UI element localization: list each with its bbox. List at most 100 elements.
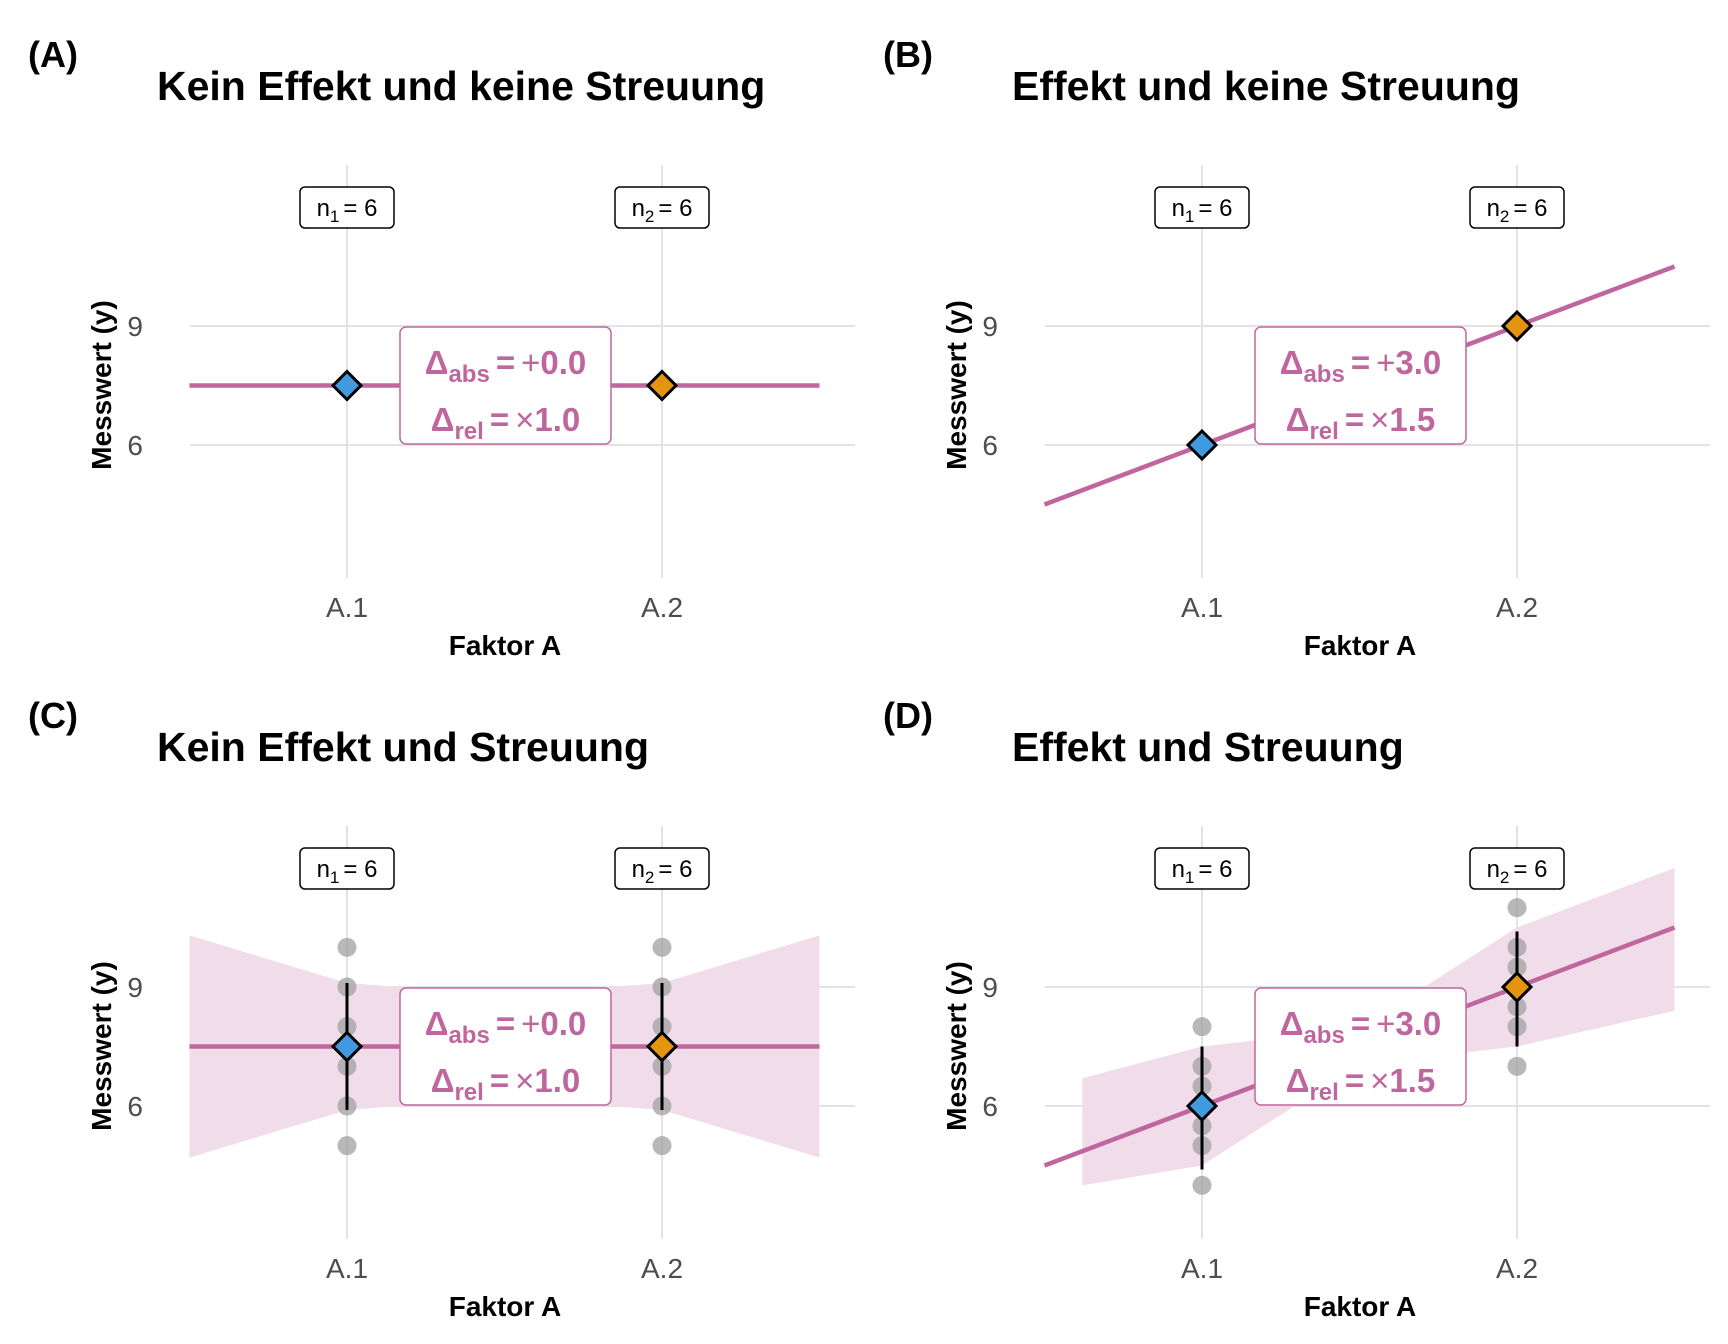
chart-panel: (D) Effekt und Streuung 6 9 A.1 A.2 Faktor A Me… [883, 695, 1710, 1322]
chart-title: Kein Effekt und keine Streuung [157, 63, 765, 109]
mean-marker-group1 [1185, 428, 1219, 462]
delta-equals: = [496, 344, 515, 381]
delta-value: 0.0 [540, 344, 586, 381]
group-size-value: = 6 [343, 856, 377, 883]
delta-symbol: Δ [1286, 1062, 1310, 1099]
y-tick-label: 6 [127, 1091, 143, 1122]
group-size-box [1154, 186, 1250, 229]
group-size-subscript: 1 [330, 207, 339, 226]
panel-tag: (B) [883, 34, 933, 75]
mean-marker-group1 [330, 1030, 364, 1063]
x-axis-title: Faktor A [1304, 1291, 1417, 1322]
delta-subscript: abs [1303, 1022, 1344, 1049]
delta-symbol: Δ [1286, 401, 1310, 438]
delta-value: 3.0 [1395, 1005, 1441, 1042]
delta-subscript: rel [1309, 1079, 1338, 1106]
mean-marker-group2 [645, 1030, 679, 1063]
x-tick-label: A.2 [1496, 592, 1538, 623]
y-axis-title: Messwert (y) [941, 300, 972, 470]
delta-value: 0.0 [540, 1005, 586, 1042]
group-size-symbol: n [632, 195, 645, 222]
chart-panel: (A) Kein Effekt und keine Streuung 6 9 A.1 A.… [28, 34, 855, 661]
group-size-subscript: 2 [645, 207, 654, 226]
delta-operator: + [521, 344, 540, 381]
group-size-box [1469, 847, 1565, 890]
delta-box [399, 987, 612, 1106]
delta-operator: × [515, 401, 534, 438]
y-axis-title: Messwert (y) [86, 961, 117, 1131]
group-size-box [299, 186, 395, 229]
data-point [337, 1136, 357, 1156]
delta-abs-label: Δabs = +0.0 [425, 344, 587, 388]
mean-marker-group1 [1185, 1089, 1219, 1123]
x-axis-title: Faktor A [449, 1291, 562, 1322]
y-tick-label: 9 [127, 311, 143, 342]
delta-value: 1.5 [1389, 1062, 1435, 1099]
delta-operator: × [1370, 401, 1389, 438]
delta-subscript: rel [1309, 418, 1338, 445]
x-tick-label: A.1 [1181, 592, 1223, 623]
y-tick-label: 9 [127, 972, 143, 1003]
chart-title: Effekt und keine Streuung [1012, 63, 1520, 109]
delta-value: 1.0 [534, 401, 580, 438]
x-tick-label: A.1 [326, 592, 368, 623]
data-point [1507, 898, 1527, 918]
x-tick-label: A.2 [641, 592, 683, 623]
mean-marker-group2 [645, 369, 679, 402]
chart-panel: (B) Effekt und keine Streuung 6 9 A.1 A.2 Fakt… [883, 34, 1710, 661]
y-axis-title: Messwert (y) [941, 961, 972, 1131]
group-size-subscript: 2 [645, 868, 654, 887]
x-axis-title: Faktor A [449, 630, 562, 661]
group-size-value: = 6 [658, 195, 692, 222]
panel-tag: (A) [28, 34, 78, 75]
delta-operator: + [1376, 344, 1395, 381]
delta-equals: = [1351, 344, 1370, 381]
group-size-label: n2 = 6 [1487, 856, 1548, 887]
delta-operator: × [515, 1062, 534, 1099]
y-tick-label: 6 [982, 430, 998, 461]
data-point [652, 937, 672, 957]
y-tick-label: 6 [982, 1091, 998, 1122]
delta-rel-label: Δrel = ×1.0 [431, 1062, 581, 1106]
group-size-subscript: 1 [1185, 868, 1194, 887]
x-axis-title: Faktor A [1304, 630, 1417, 661]
group-size-label: n2 = 6 [632, 856, 693, 887]
group-size-symbol: n [1487, 856, 1500, 883]
delta-value: 3.0 [1395, 344, 1441, 381]
group-size-value: = 6 [1198, 195, 1232, 222]
group-size-symbol: n [317, 856, 330, 883]
delta-box [1254, 987, 1467, 1106]
x-tick-label: A.1 [326, 1253, 368, 1284]
group-size-symbol: n [632, 856, 645, 883]
delta-equals: = [490, 1062, 509, 1099]
delta-abs-label: Δabs = +3.0 [1280, 344, 1442, 388]
panel-tag: (C) [28, 695, 78, 736]
delta-equals: = [490, 401, 509, 438]
delta-value: 1.5 [1389, 401, 1435, 438]
y-axis-title: Messwert (y) [86, 300, 117, 470]
delta-box [1254, 326, 1467, 445]
chart-title: Kein Effekt und Streuung [157, 724, 649, 770]
delta-value: 1.0 [534, 1062, 580, 1099]
group-size-label: n2 = 6 [1487, 195, 1548, 226]
group-size-value: = 6 [1513, 856, 1547, 883]
y-tick-label: 6 [127, 430, 143, 461]
group-size-subscript: 1 [330, 868, 339, 887]
delta-symbol: Δ [1280, 344, 1304, 381]
delta-rel-label: Δrel = ×1.5 [1286, 1062, 1436, 1106]
group-size-value: = 6 [658, 856, 692, 883]
group-size-subscript: 2 [1500, 868, 1509, 887]
chart-title: Effekt und Streuung [1012, 724, 1404, 770]
group-size-box [1469, 186, 1565, 229]
data-point [337, 937, 357, 957]
data-point [1192, 1175, 1212, 1195]
mean-marker-group2 [1500, 309, 1534, 343]
y-tick-label: 9 [982, 311, 998, 342]
group-size-symbol: n [317, 195, 330, 222]
delta-equals: = [1351, 1005, 1370, 1042]
group-size-label: n2 = 6 [632, 195, 693, 226]
x-tick-label: A.1 [1181, 1253, 1223, 1284]
delta-subscript: abs [448, 1022, 489, 1049]
delta-equals: = [496, 1005, 515, 1042]
